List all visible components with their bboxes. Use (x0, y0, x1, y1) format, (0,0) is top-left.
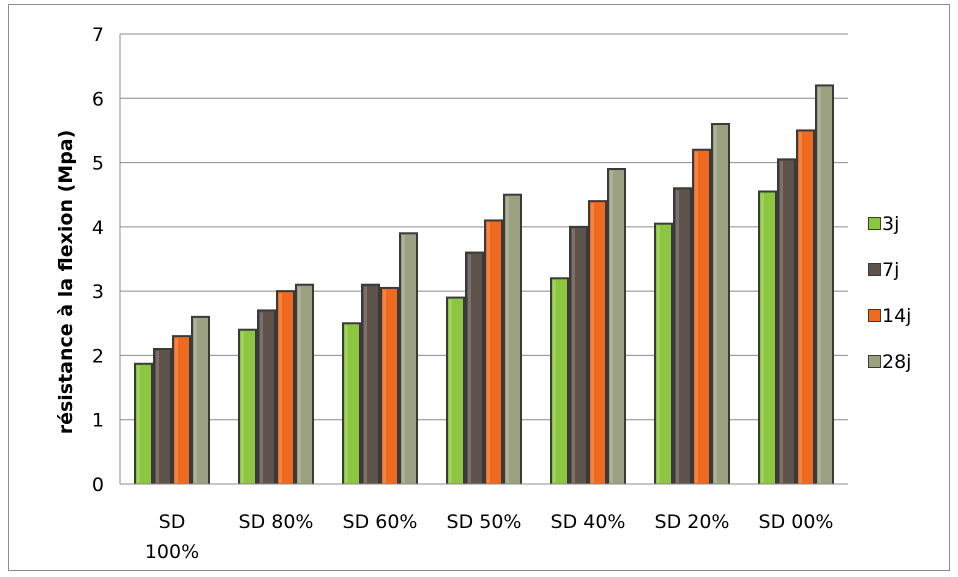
x-tick-label: SD (159, 511, 186, 533)
legend-label-3j: 3j (882, 213, 899, 235)
legend-label-14j: 14j (882, 305, 911, 327)
y-tick-label: 2 (92, 345, 104, 367)
bar-3j-4 (552, 279, 567, 484)
bar-7j-4 (571, 227, 586, 484)
bar-highlight (818, 87, 821, 483)
bar-highlight (591, 203, 594, 483)
bar-7j-0 (155, 350, 170, 484)
x-tick-label: SD 20% (655, 511, 730, 533)
bar-28j-0 (193, 317, 208, 484)
bar-3j-0 (136, 364, 151, 484)
bar-highlight (449, 299, 452, 483)
bar-highlight (553, 280, 556, 483)
x-tick-label: SD 60% (343, 511, 418, 533)
bar-highlight (194, 318, 197, 483)
bar-7j-3 (467, 253, 482, 484)
bar-14j-5 (694, 150, 709, 484)
x-tick-label: 100% (145, 541, 199, 563)
bar-highlight (780, 161, 783, 483)
bar-3j-2 (344, 324, 359, 484)
x-tick-label: SD 80% (239, 511, 314, 533)
bar-highlight (279, 293, 282, 483)
bar-highlight (610, 171, 613, 483)
bar-highlight (260, 312, 263, 483)
bar-highlight (506, 196, 509, 483)
legend-swatch-7j (869, 264, 880, 275)
bar-highlight (345, 325, 348, 483)
y-tick-label: 7 (92, 24, 104, 46)
bar-highlight (676, 190, 679, 484)
bar-28j-5 (713, 125, 728, 484)
bar-highlight (657, 225, 660, 483)
bar-3j-6 (760, 192, 775, 484)
y-tick-label: 4 (92, 217, 104, 239)
y-tick-label: 6 (92, 88, 104, 110)
bar-highlight (572, 228, 575, 483)
bar-14j-2 (382, 288, 397, 484)
legend-swatch-28j (869, 356, 880, 367)
bar-highlight (156, 351, 159, 483)
bar-28j-1 (297, 285, 312, 484)
y-tick-label: 3 (92, 281, 104, 303)
y-tick-label: 1 (92, 410, 104, 432)
bar-highlight (799, 132, 802, 483)
bar-14j-4 (590, 202, 605, 484)
bar-highlight (364, 286, 367, 483)
bar-3j-1 (240, 330, 255, 484)
y-tick-label: 0 (92, 474, 104, 496)
bar-highlight (695, 151, 698, 483)
bar-7j-6 (779, 160, 794, 484)
bar-highlight (137, 365, 140, 483)
bar-highlight (761, 193, 764, 483)
bar-highlight (175, 338, 178, 483)
bar-7j-2 (363, 285, 378, 484)
bar-highlight (298, 286, 301, 483)
bar-14j-1 (278, 292, 293, 484)
bar-14j-6 (798, 131, 813, 484)
x-tick-label: SD 50% (447, 511, 522, 533)
bars (134, 84, 834, 485)
bar-highlight (383, 289, 386, 483)
bar-28j-4 (609, 170, 624, 484)
x-tick-label: SD 40% (551, 511, 626, 533)
y-axis-ticks: 0 1 2 3 4 5 6 7 (92, 24, 104, 496)
bar-14j-3 (486, 221, 501, 484)
bar-28j-3 (505, 195, 520, 484)
x-axis-ticks: SD 100% SD 80% SD 60% SD 50% SD 40% SD 20% SD 0… (145, 511, 834, 563)
bar-7j-5 (675, 189, 690, 485)
legend-label-7j: 7j (882, 259, 899, 281)
bar-highlight (714, 126, 717, 483)
legend: 3j 7j 14j 28j (868, 213, 911, 373)
legend-label-28j: 28j (882, 351, 911, 373)
bar-28j-2 (401, 234, 416, 484)
bar-3j-5 (656, 224, 671, 484)
bar-3j-3 (448, 298, 463, 484)
y-axis-title: résistance à la flexion (Mpa) (55, 130, 77, 435)
x-tick-label: SD 00% (759, 511, 834, 533)
bar-7j-1 (259, 311, 274, 484)
bar-highlight (241, 331, 244, 483)
bar-highlight (402, 235, 405, 483)
legend-swatch-14j (869, 310, 880, 321)
y-tick-label: 5 (92, 153, 104, 175)
bar-28j-6 (817, 86, 832, 484)
bar-14j-0 (174, 337, 189, 484)
bar-highlight (487, 222, 490, 483)
legend-swatch-3j (869, 218, 880, 229)
bar-highlight (468, 254, 471, 483)
